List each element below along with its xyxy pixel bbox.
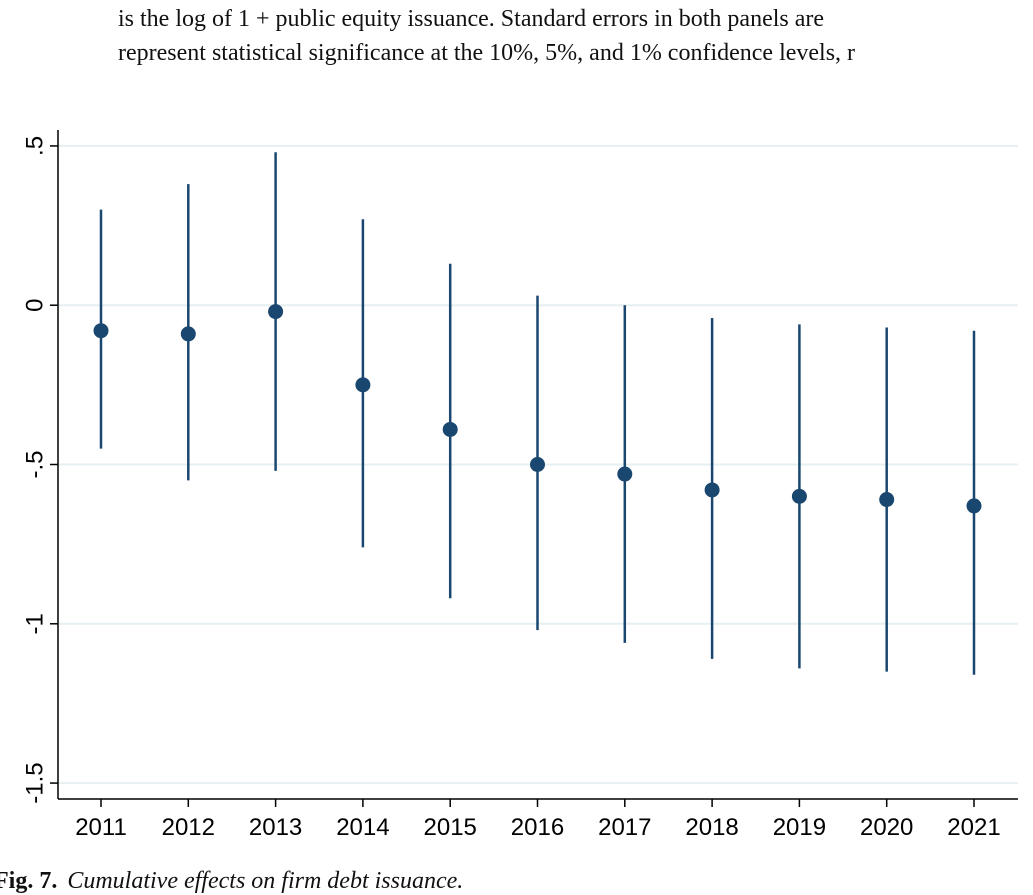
caption-label: Fig. 7. — [0, 868, 57, 894]
point — [879, 492, 895, 508]
point — [355, 377, 371, 393]
point — [966, 498, 982, 514]
point — [268, 304, 284, 320]
x-tick-label: 2016 — [511, 814, 564, 841]
x-tick-label: 2015 — [424, 814, 477, 841]
x-tick-label: 2018 — [685, 814, 738, 841]
point — [93, 323, 109, 339]
point — [791, 488, 807, 504]
figure-caption: Fig. 7. Cumulative effects on firm debt i… — [0, 868, 463, 894]
x-tick-label: 2019 — [773, 814, 826, 841]
y-tick-label: -1.5 — [21, 762, 48, 803]
x-tick-label: 2014 — [336, 814, 389, 841]
point — [442, 421, 458, 437]
y-tick-label: 0 — [21, 299, 48, 312]
x-tick-label: 2017 — [598, 814, 651, 841]
point — [530, 457, 545, 472]
x-tick-label: 2013 — [249, 814, 302, 841]
y-tick-label: -1 — [21, 613, 48, 634]
x-tick-label: 2021 — [947, 814, 1000, 841]
point — [180, 326, 196, 342]
point — [617, 466, 633, 482]
y-tick-label: .5 — [21, 136, 48, 156]
x-tick-label: 2012 — [162, 814, 215, 841]
caption-text: Cumulative effects on firm debt issuance… — [67, 868, 463, 894]
plot: .5 0 -.5 -1 -1.5 2011 2012 2013 2014 2015 2016 2017… — [21, 130, 1018, 841]
x-tick-label: 2020 — [860, 814, 913, 841]
paragraph-line: is the log of 1 + public equity issuance… — [118, 6, 824, 32]
point — [704, 482, 720, 498]
y-tick-label: -.5 — [21, 450, 48, 478]
paragraph-line: represent statistical significance at th… — [118, 40, 855, 66]
x-tick-label: 2011 — [75, 814, 127, 841]
